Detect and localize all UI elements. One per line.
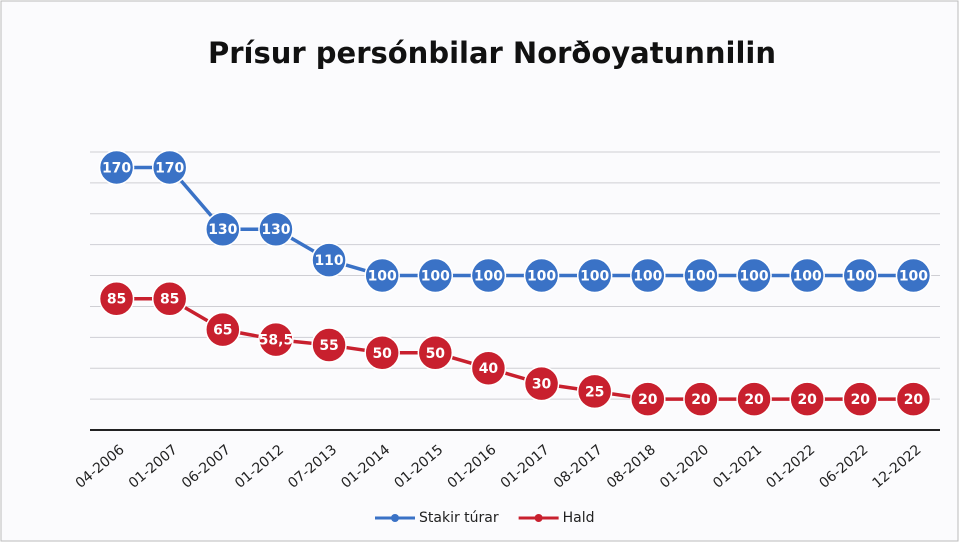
data-label: 25 xyxy=(585,384,604,400)
data-point xyxy=(789,257,825,294)
data-point xyxy=(417,335,454,371)
data-point xyxy=(364,257,400,294)
data-label: 100 xyxy=(793,269,822,285)
data-label: 100 xyxy=(739,269,768,285)
data-point xyxy=(151,280,188,317)
data-point xyxy=(311,327,347,363)
data-point xyxy=(523,365,560,402)
legend-marker xyxy=(534,514,543,522)
data-point xyxy=(683,381,719,417)
data-point xyxy=(258,321,294,358)
data-label: 40 xyxy=(479,361,499,377)
data-label: 130 xyxy=(261,222,290,238)
data-point xyxy=(576,257,613,294)
data-label: 100 xyxy=(474,269,503,285)
data-point xyxy=(736,257,772,294)
data-point xyxy=(470,350,507,386)
data-point xyxy=(98,280,135,317)
data-label: 58,5 xyxy=(259,333,294,349)
data-point xyxy=(98,149,135,186)
data-label: 85 xyxy=(107,292,126,308)
series-line xyxy=(116,296,914,401)
data-label: 20 xyxy=(797,392,817,408)
data-point xyxy=(523,257,560,294)
data-point xyxy=(683,257,719,294)
data-point xyxy=(576,373,613,410)
data-label: 50 xyxy=(372,346,392,362)
data-label: 65 xyxy=(213,323,232,339)
data-point xyxy=(151,149,188,186)
chart-title: Prísur persónbilar Norðoyatunnilin xyxy=(208,36,776,70)
data-label: 110 xyxy=(314,253,343,269)
data-label: 20 xyxy=(904,392,924,408)
data-point xyxy=(630,257,666,294)
data-label: 170 xyxy=(102,160,131,176)
data-label: 100 xyxy=(421,269,450,285)
data-label: 130 xyxy=(208,222,237,238)
data-point xyxy=(789,381,825,417)
data-point xyxy=(364,335,400,371)
data-point xyxy=(205,311,241,348)
data-label: 100 xyxy=(846,269,875,285)
data-point xyxy=(895,381,932,417)
data-point xyxy=(842,257,879,294)
legend-label: Stakir túrar xyxy=(419,510,499,526)
data-label: 100 xyxy=(899,269,928,285)
data-label: 50 xyxy=(426,346,446,362)
data-label: 100 xyxy=(580,269,609,285)
legend-label: Hald xyxy=(563,510,595,526)
data-label: 170 xyxy=(155,160,184,176)
legend-marker xyxy=(391,514,399,522)
data-point xyxy=(736,381,772,417)
data-label: 20 xyxy=(744,392,764,408)
data-point xyxy=(311,242,347,278)
data-point xyxy=(205,211,241,247)
data-label: 20 xyxy=(851,392,871,408)
data-point xyxy=(470,257,507,294)
data-label: 20 xyxy=(691,392,711,408)
data-label: 100 xyxy=(633,269,662,285)
data-label: 85 xyxy=(160,292,179,308)
series-line xyxy=(116,165,914,278)
data-label: 100 xyxy=(527,269,556,285)
data-point xyxy=(258,211,294,247)
data-label: 55 xyxy=(319,338,338,354)
data-point xyxy=(842,381,879,417)
data-label: 100 xyxy=(686,269,715,285)
data-label: 20 xyxy=(638,392,658,408)
data-point xyxy=(630,381,666,417)
data-label: 100 xyxy=(368,269,397,285)
data-point xyxy=(417,257,454,294)
data-label: 30 xyxy=(532,377,552,393)
data-point xyxy=(895,257,932,294)
